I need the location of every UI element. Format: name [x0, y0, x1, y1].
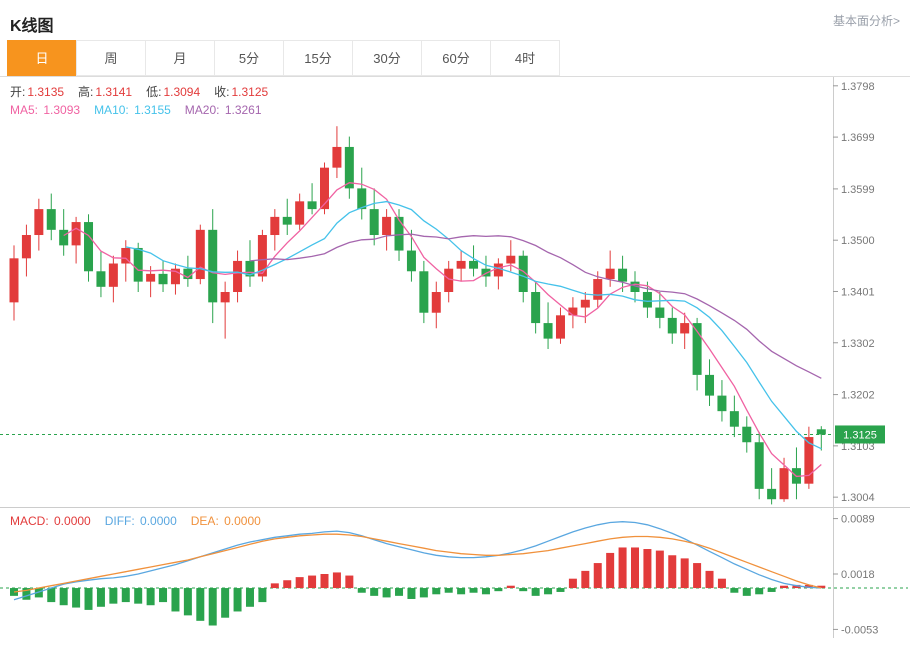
- current-price-tag: 1.3125: [835, 425, 885, 444]
- diff-line: [13, 521, 822, 601]
- macd-axis: 0.0089 0.0018 -0.0053: [833, 514, 878, 636]
- page-title: K线图: [10, 18, 54, 35]
- svg-text:1.3599: 1.3599: [841, 184, 875, 196]
- svg-text:1.3202: 1.3202: [841, 390, 875, 402]
- chart-area: 1.3798 1.3699 1.3599 1.3500 1.3401 1.3302 1.32…: [0, 77, 910, 638]
- svg-text:1.3699: 1.3699: [841, 132, 875, 144]
- tab-bar: 日周月 5分 15分 30分 60分 4时: [7, 40, 910, 76]
- svg-text:1.3500: 1.3500: [841, 235, 875, 247]
- fundamental-analysis-link[interactable]: 基本面分析>: [832, 14, 900, 28]
- dea-line: [13, 533, 822, 593]
- svg-text:0.0018: 0.0018: [841, 569, 875, 581]
- tab-4hour[interactable]: 4时: [490, 40, 560, 76]
- tab-5min[interactable]: 5分: [214, 40, 284, 76]
- svg-text:-0.0053: -0.0053: [841, 624, 878, 636]
- svg-text:1.3401: 1.3401: [841, 286, 875, 298]
- svg-text:0.0089: 0.0089: [841, 514, 875, 526]
- page-header: K线图 基本面分析>: [0, 0, 910, 40]
- svg-text:1.3004: 1.3004: [841, 492, 875, 504]
- macd-histogram: [10, 547, 826, 626]
- candles-group: [9, 126, 826, 505]
- ma-lines: [63, 182, 822, 478]
- tab-15min[interactable]: 15分: [283, 40, 353, 76]
- svg-text:1.3798: 1.3798: [841, 81, 875, 93]
- tab-daily[interactable]: 日: [7, 40, 77, 76]
- tab-60min[interactable]: 60分: [421, 40, 491, 76]
- ma10-line: [125, 200, 822, 450]
- tab-30min[interactable]: 30分: [352, 40, 422, 76]
- tab-monthly[interactable]: 月: [145, 40, 215, 76]
- price-axis: 1.3798 1.3699 1.3599 1.3500 1.3401 1.3302 1.32…: [833, 81, 875, 504]
- tab-weekly[interactable]: 周: [76, 40, 146, 76]
- svg-text:1.3103: 1.3103: [841, 441, 875, 453]
- axis-frame: [0, 77, 910, 638]
- kline-chart[interactable]: 1.3798 1.3699 1.3599 1.3500 1.3401 1.3302 1.32…: [0, 77, 910, 638]
- svg-text:1.3125: 1.3125: [843, 429, 877, 441]
- svg-text:1.3302: 1.3302: [841, 338, 875, 350]
- ma20-line: [249, 233, 822, 379]
- ma5-line: [63, 182, 822, 478]
- macd-lines: [13, 521, 822, 601]
- timeframe-tabbar: 日周月 5分 15分 30分 60分 4时: [0, 40, 910, 77]
